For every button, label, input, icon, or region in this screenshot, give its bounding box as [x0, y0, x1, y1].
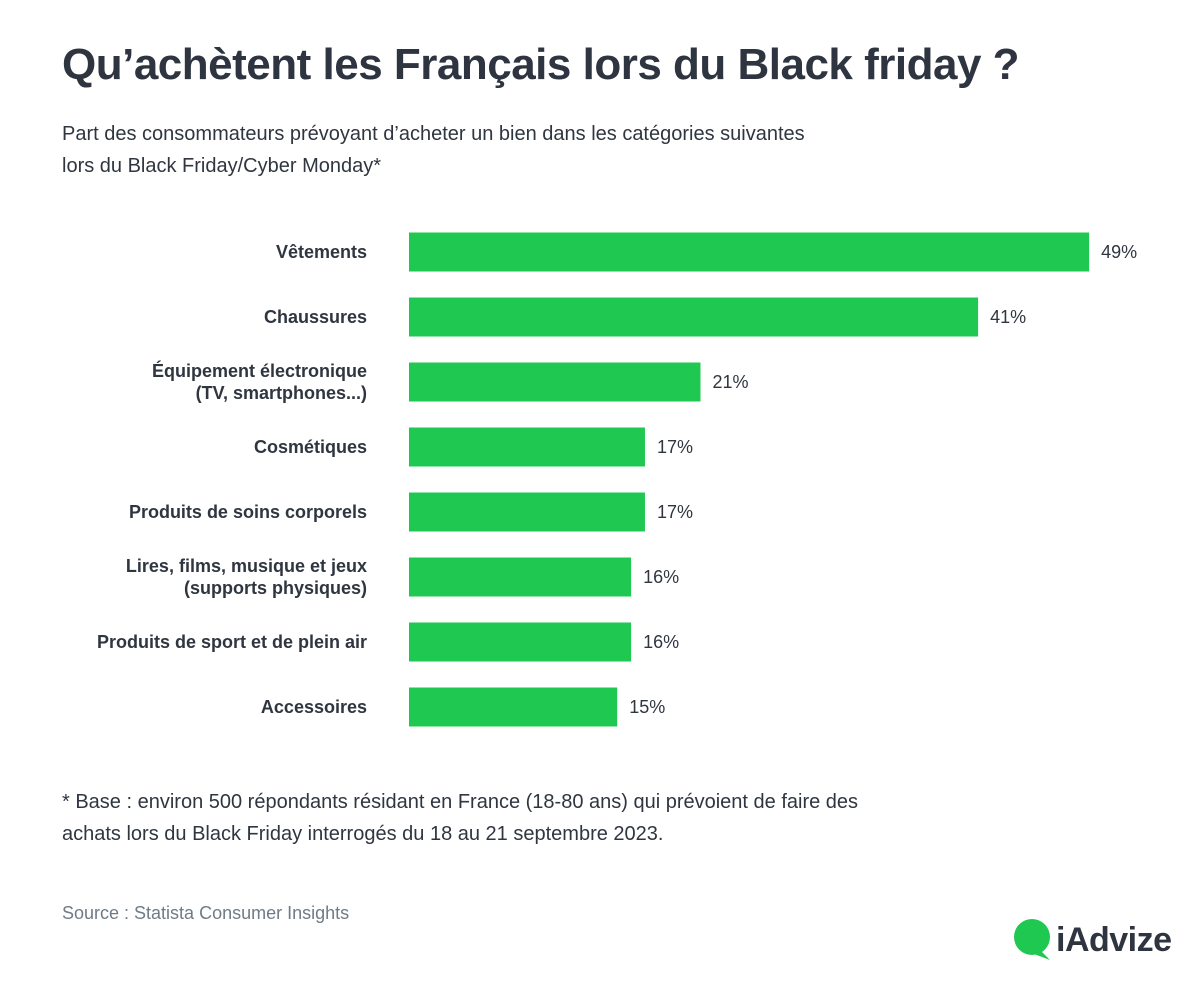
- chart-subtitle: Part des consommateurs prévoyant d’achet…: [62, 118, 962, 182]
- brand-name: iAdvize: [1056, 920, 1172, 959]
- bar-value-label: 17%: [657, 502, 693, 522]
- bar-value-label: 15%: [629, 697, 665, 717]
- bar: [409, 492, 645, 532]
- bar: [409, 232, 1090, 272]
- bar-value-label: 17%: [657, 437, 693, 457]
- subtitle-line: Part des consommateurs prévoyant d’achet…: [62, 123, 805, 145]
- bar-value-label: 49%: [1101, 242, 1137, 262]
- category-label: Équipement électronique: [152, 360, 367, 381]
- category-label: (supports physiques): [184, 578, 367, 598]
- bar: [409, 687, 618, 727]
- source-text: Source : Statista Consumer Insights: [62, 903, 350, 923]
- bar: [409, 297, 979, 337]
- category-label: Produits de soins corporels: [129, 502, 367, 522]
- subtitle-line: lors du Black Friday/Cyber Monday*: [62, 155, 382, 177]
- footnote: * Base : environ 500 répondants résidant…: [62, 786, 1012, 850]
- speech-bubble-icon: [1014, 919, 1050, 960]
- category-label: Chaussures: [264, 307, 367, 327]
- chart-title: Qu’achètent les Français lors du Black f…: [62, 40, 1020, 89]
- category-label: Lires, films, musique et jeux: [126, 556, 367, 576]
- brand-logo: iAdvize: [1012, 918, 1172, 962]
- bar-value-label: 21%: [712, 372, 748, 392]
- category-label: (TV, smartphones...): [196, 383, 367, 403]
- category-label: Cosmétiques: [254, 437, 367, 457]
- bar: [409, 622, 632, 662]
- category-label: Vêtements: [276, 242, 367, 262]
- footnote-line: * Base : environ 500 répondants résidant…: [62, 791, 859, 813]
- bar: [409, 427, 645, 467]
- bar-value-label: 16%: [643, 632, 679, 652]
- footnote-line: achats lors du Black Friday interrogés d…: [62, 823, 664, 845]
- bar-value-label: 16%: [643, 567, 679, 587]
- bar-chart: 49% Vêtements 41% Chaussures 21% Équipement é…: [97, 232, 1137, 727]
- bar: [409, 557, 632, 597]
- bar: [409, 362, 701, 402]
- category-label: Produits de sport et de plein air: [97, 632, 367, 652]
- category-label: Accessoires: [261, 697, 367, 717]
- bar-value-label: 41%: [990, 307, 1026, 327]
